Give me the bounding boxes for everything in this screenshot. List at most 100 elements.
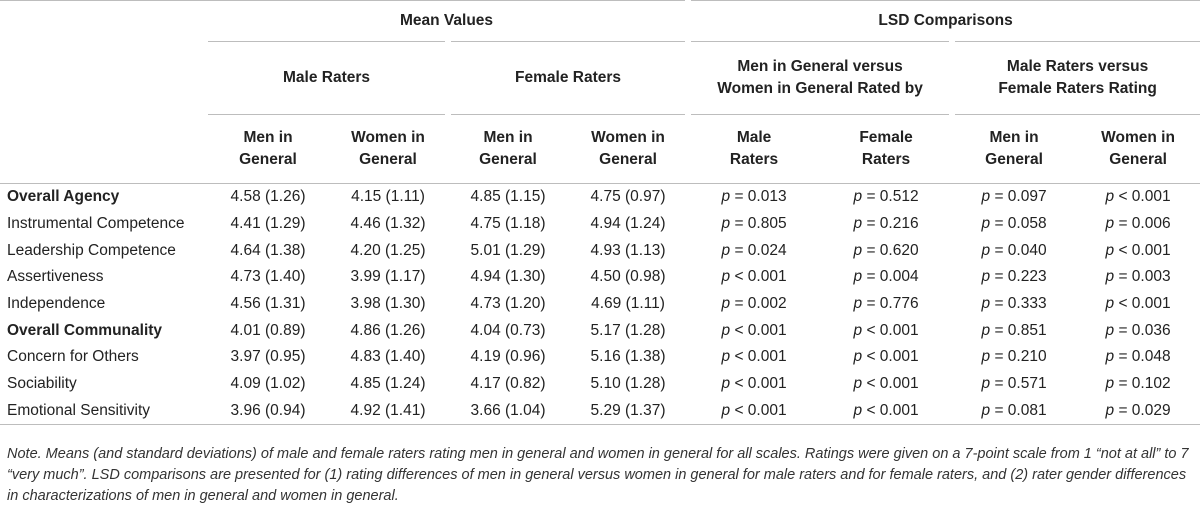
cell-male-men: 4.64 (1.38) xyxy=(230,241,306,259)
header-row-groups: Mean Values LSD Comparisons xyxy=(0,0,1200,42)
col-male-men: Men in General xyxy=(208,114,328,184)
cell-lsd-male-raters: p < 0.001 xyxy=(721,268,787,286)
cell-lsd-female-raters: p = 0.512 xyxy=(853,188,919,206)
table-row: Leadership Competence 4.64 (1.38) 4.20 (… xyxy=(0,237,1200,264)
cell-lsd-women: p = 0.036 xyxy=(1105,321,1171,339)
header-row-subgroups: Male Raters Female Raters Men in General… xyxy=(0,41,1200,115)
cell-lsd-male-raters: p = 0.024 xyxy=(721,241,787,259)
cell-lsd-men: p = 0.571 xyxy=(981,375,1047,393)
col-lsd-female-raters: Female Raters xyxy=(820,114,953,184)
cell-lsd-female-raters: p < 0.001 xyxy=(853,321,919,339)
cell-lsd-women: p = 0.003 xyxy=(1105,268,1171,286)
header-female-raters: Female Raters xyxy=(444,41,692,115)
cell-lsd-female-raters: p < 0.001 xyxy=(853,375,919,393)
col-female-women: Women in General xyxy=(568,114,689,184)
cell-male-women: 3.99 (1.17) xyxy=(350,268,426,286)
cell-lsd-men: p = 0.097 xyxy=(981,188,1047,206)
cell-lsd-female-raters: p = 0.004 xyxy=(853,268,919,286)
table-row: Overall Agency 4.58 (1.26) 4.15 (1.11) 4… xyxy=(0,184,1200,211)
cell-female-men: 4.04 (0.73) xyxy=(470,321,546,339)
cell-female-men: 4.19 (0.96) xyxy=(470,348,546,366)
cell-female-men: 5.01 (1.29) xyxy=(470,241,546,259)
results-table: Mean Values LSD Comparisons Male Raters … xyxy=(0,0,1200,426)
cell-female-women: 5.10 (1.28) xyxy=(590,375,666,393)
cell-female-women: 4.93 (1.13) xyxy=(590,241,666,259)
cell-female-women: 5.17 (1.28) xyxy=(590,321,666,339)
row-label: Overall Agency xyxy=(7,188,120,206)
cell-lsd-women: p < 0.001 xyxy=(1105,295,1171,313)
cell-lsd-women: p = 0.006 xyxy=(1105,215,1171,233)
cell-male-men: 4.56 (1.31) xyxy=(230,295,306,313)
cell-female-women: 4.94 (1.24) xyxy=(590,215,666,233)
cell-lsd-men: p = 0.058 xyxy=(981,215,1047,233)
row-label: Assertiveness xyxy=(7,268,104,286)
cell-male-women: 4.46 (1.32) xyxy=(350,215,426,233)
cell-lsd-women: p < 0.001 xyxy=(1105,241,1171,259)
cell-male-men: 4.41 (1.29) xyxy=(230,215,306,233)
cell-female-women: 5.29 (1.37) xyxy=(568,397,689,426)
col-lsd-male-raters: Male Raters xyxy=(688,114,821,184)
col-female-men: Men in General xyxy=(448,114,568,184)
cell-female-men: 4.94 (1.30) xyxy=(470,268,546,286)
cell-lsd-male-raters: p < 0.001 xyxy=(721,375,787,393)
row-label: Independence xyxy=(7,295,106,313)
cell-lsd-women: p = 0.048 xyxy=(1105,348,1171,366)
row-label: Leadership Competence xyxy=(7,241,176,259)
table-note: Note. Means (and standard deviations) of… xyxy=(7,446,1189,504)
cell-lsd-male-raters: p < 0.001 xyxy=(721,321,787,339)
cell-lsd-female-raters: p = 0.776 xyxy=(853,295,919,313)
cell-lsd-female-raters: p = 0.216 xyxy=(853,215,919,233)
cell-male-men: 4.01 (0.89) xyxy=(230,321,306,339)
cell-lsd-men: p = 0.333 xyxy=(981,295,1047,313)
cell-male-women: 3.98 (1.30) xyxy=(350,295,426,313)
table-row: Concern for Others 3.97 (0.95) 4.83 (1.4… xyxy=(0,344,1200,371)
cell-male-women: 4.20 (1.25) xyxy=(350,241,426,259)
table-row: Assertiveness 4.73 (1.40) 3.99 (1.17) 4.… xyxy=(0,264,1200,291)
header-mean-values: Mean Values xyxy=(208,0,692,42)
table-row: Emotional Sensitivity 3.96 (0.94) 4.92 (… xyxy=(0,397,1200,426)
cell-male-women: 4.86 (1.26) xyxy=(350,321,426,339)
table-row: Overall Communality 4.01 (0.89) 4.86 (1.… xyxy=(0,317,1200,344)
row-label: Concern for Others xyxy=(7,348,139,366)
cell-female-women: 5.16 (1.38) xyxy=(590,348,666,366)
cell-male-women: 4.83 (1.40) xyxy=(350,348,426,366)
cell-female-women: 4.50 (0.98) xyxy=(590,268,666,286)
cell-female-men: 4.17 (0.82) xyxy=(470,375,546,393)
cell-lsd-male-raters: p < 0.001 xyxy=(721,348,787,366)
cell-lsd-women: p < 0.001 xyxy=(1105,188,1171,206)
header-male-vs-female: Male Raters versus Female Raters Rating xyxy=(949,41,1200,115)
header-row-columns: Men in General Women in General Men in Gene… xyxy=(0,114,1200,184)
row-label: Overall Communality xyxy=(7,321,163,339)
cell-lsd-men: p = 0.223 xyxy=(981,268,1047,286)
cell-lsd-male-raters: p = 0.002 xyxy=(721,295,787,313)
cell-lsd-men: p = 0.851 xyxy=(981,321,1047,339)
cell-male-men: 4.58 (1.26) xyxy=(230,188,306,206)
cell-lsd-women: p = 0.102 xyxy=(1105,375,1171,393)
header-lsd-comparisons: LSD Comparisons xyxy=(685,0,1200,42)
cell-female-women: 4.69 (1.11) xyxy=(591,295,665,313)
cell-female-men: 4.75 (1.18) xyxy=(470,215,546,233)
cell-lsd-men: p = 0.210 xyxy=(981,348,1047,366)
table-body: Overall Agency 4.58 (1.26) 4.15 (1.11) 4… xyxy=(0,184,1200,426)
cell-male-women: 4.92 (1.41) xyxy=(328,397,448,426)
col-male-women: Women in General xyxy=(328,114,448,184)
header-male-raters: Male Raters xyxy=(208,41,451,115)
table-row: Sociability 4.09 (1.02) 4.85 (1.24) 4.17… xyxy=(0,371,1200,398)
row-label: Sociability xyxy=(7,375,77,393)
cell-lsd-female-raters: p < 0.001 xyxy=(820,397,953,426)
cell-female-men: 4.85 (1.15) xyxy=(470,188,546,206)
col-lsd-men: Men in General xyxy=(952,114,1077,184)
cell-female-men: 3.66 (1.04) xyxy=(448,397,568,426)
cell-male-men: 4.09 (1.02) xyxy=(230,375,306,393)
table-row: Independence 4.56 (1.31) 3.98 (1.30) 4.7… xyxy=(0,291,1200,318)
cell-lsd-female-raters: p < 0.001 xyxy=(853,348,919,366)
row-label: Instrumental Competence xyxy=(7,215,185,233)
table-row: Instrumental Competence 4.41 (1.29) 4.46… xyxy=(0,211,1200,238)
row-label: Emotional Sensitivity xyxy=(0,397,208,426)
cell-male-men: 4.73 (1.40) xyxy=(230,268,306,286)
cell-lsd-men: p = 0.040 xyxy=(981,241,1047,259)
cell-lsd-male-raters: p = 0.805 xyxy=(721,215,787,233)
cell-male-men: 3.97 (0.95) xyxy=(230,348,306,366)
cell-lsd-male-raters: p < 0.001 xyxy=(688,397,821,426)
